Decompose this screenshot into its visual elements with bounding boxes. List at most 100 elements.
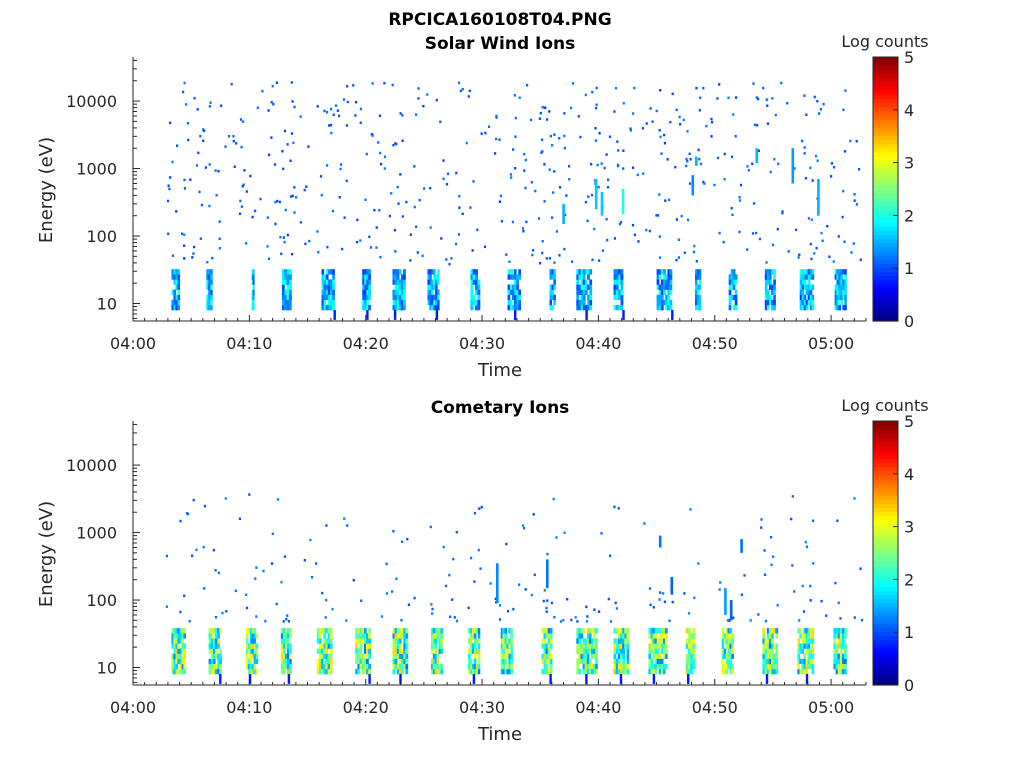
data-pixel: [221, 611, 224, 615]
data-pixel: [530, 181, 533, 184]
data-pixel: [253, 653, 257, 659]
data-pixel: [553, 269, 556, 275]
data-pixel: [654, 663, 658, 670]
data-pixel: [281, 304, 285, 311]
data-pixel: [171, 628, 174, 634]
data-pixel: [781, 210, 784, 213]
colorbar-segment: [873, 474, 898, 480]
data-pixel: [510, 663, 513, 670]
data-pixel: [803, 633, 807, 639]
data-pixel: [473, 653, 477, 659]
colorbar-segment: [873, 288, 898, 293]
data-pixel: [274, 200, 277, 204]
data-pixel: [262, 569, 265, 573]
data-pixel: [287, 648, 290, 654]
data-pixel: [578, 289, 582, 295]
data-pixel: [807, 648, 811, 654]
data-pixel: [762, 86, 765, 90]
data-pixel: [619, 221, 623, 224]
data-pixel: [273, 163, 277, 166]
data-pixel: [477, 628, 481, 634]
data-pixel: [816, 159, 819, 162]
data-pixel: [837, 653, 841, 659]
data-pixel: [208, 304, 211, 311]
data-pixel: [434, 638, 438, 644]
data-pixel: [175, 663, 178, 670]
data-pixel: [669, 304, 673, 311]
data-pixel: [597, 185, 600, 189]
data-pixel: [844, 668, 847, 675]
data-pixel: [177, 269, 181, 275]
y-tick-label: 10: [97, 658, 117, 677]
data-pixel: [504, 653, 507, 659]
data-pixel: [542, 599, 545, 603]
data-pixel: [495, 114, 498, 118]
data-pixel: [801, 658, 804, 665]
data-pixel: [438, 643, 442, 649]
colorbar-segment: [873, 627, 898, 632]
data-pixel: [282, 648, 286, 654]
colorbar-segment: [873, 581, 898, 587]
data-pixel: [203, 587, 206, 590]
data-pixel: [578, 628, 582, 634]
data-pixel: [328, 124, 331, 127]
data-pixel: [598, 259, 601, 262]
data-pixel: [803, 279, 807, 285]
data-pixel: [803, 284, 807, 290]
data-pixel: [725, 633, 729, 639]
data-pixel: [394, 289, 398, 295]
data-pixel: [282, 620, 285, 623]
data-pixel: [620, 299, 624, 306]
data-pixel: [249, 648, 253, 654]
data-pixel: [438, 638, 442, 644]
data-pixel: [217, 643, 220, 649]
data-pixel: [435, 98, 438, 102]
data-pixel: [362, 304, 365, 311]
data-pixel: [173, 643, 176, 649]
data-pixel: [729, 600, 733, 621]
data-pixel: [363, 658, 367, 665]
data-pixel: [173, 279, 176, 285]
figure-title: RPCICA160108T04.PNG: [388, 10, 611, 30]
data-pixel: [434, 663, 438, 670]
data-pixel: [799, 633, 802, 639]
data-pixel: [337, 114, 341, 118]
data-pixel: [511, 269, 515, 275]
data-pixel: [215, 648, 218, 654]
data-pixel: [432, 658, 436, 665]
data-pixel: [620, 274, 624, 280]
data-pixel: [219, 648, 222, 654]
x-tick-label: 05:00: [808, 698, 854, 717]
data-pixel: [693, 596, 696, 600]
data-pixel: [728, 619, 731, 622]
data-pixel: [405, 638, 409, 644]
data-pixel: [518, 583, 521, 586]
data-pixel: [362, 299, 365, 306]
data-pixel: [570, 618, 573, 622]
data-pixel: [171, 274, 174, 280]
data-pixel: [613, 663, 617, 670]
data-pixel: [805, 643, 809, 649]
data-pixel: [665, 643, 668, 649]
data-pixel: [695, 299, 698, 306]
data-pixel: [725, 638, 729, 644]
data-pixel: [208, 279, 211, 285]
data-pixel: [403, 279, 406, 285]
data-pixel: [357, 668, 361, 675]
data-pixel: [618, 304, 622, 311]
data-pixel: [253, 663, 257, 670]
data-pixel: [181, 633, 184, 639]
data-pixel: [665, 628, 668, 634]
colorbar-segment: [873, 222, 898, 227]
data-pixel: [593, 633, 596, 639]
data-pixel: [434, 643, 438, 649]
data-pixel: [553, 299, 556, 306]
data-pixel: [253, 658, 257, 665]
data-pixel: [730, 279, 734, 285]
data-pixel: [549, 269, 552, 275]
data-pixel: [437, 299, 440, 306]
data-pixel: [394, 648, 398, 654]
data-pixel: [189, 178, 192, 181]
data-pixel: [396, 289, 400, 295]
